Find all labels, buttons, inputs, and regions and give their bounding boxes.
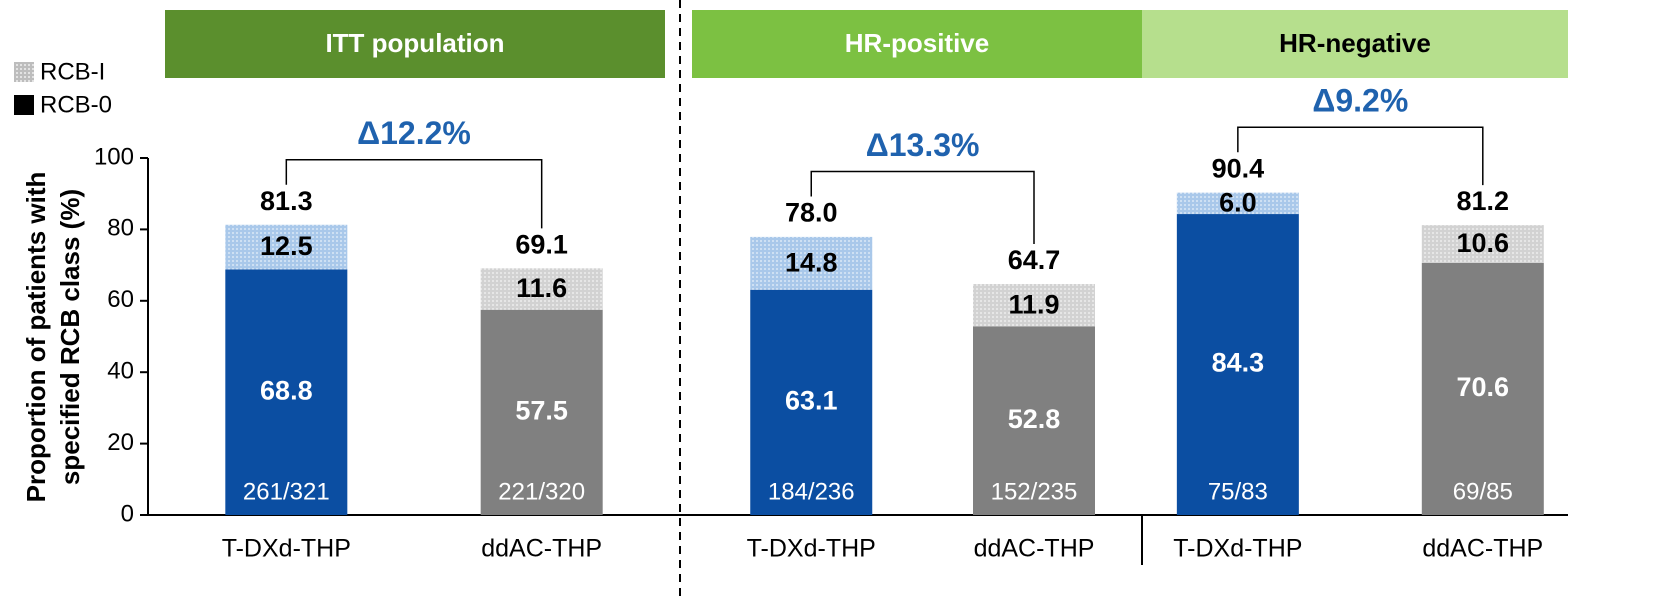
n-label: 221/320 bbox=[498, 478, 585, 505]
delta-label: Δ9.2% bbox=[1312, 83, 1408, 119]
bar-texture bbox=[225, 224, 348, 270]
total-label: 81.3 bbox=[260, 186, 313, 216]
delta-label: Δ13.3% bbox=[866, 127, 980, 163]
y-tick-label: 60 bbox=[107, 286, 134, 313]
n-label: 261/321 bbox=[243, 478, 330, 505]
n-label: 75/83 bbox=[1208, 478, 1268, 505]
x-tick-label: T-DXd-THP bbox=[1173, 535, 1302, 563]
y-tick-label: 40 bbox=[107, 358, 134, 385]
value-label: 52.8 bbox=[1008, 404, 1061, 434]
y-tick-label: 20 bbox=[107, 429, 134, 456]
value-label: 70.6 bbox=[1457, 372, 1510, 402]
panel-header bbox=[692, 10, 1142, 78]
y-tick-label: 80 bbox=[107, 215, 134, 242]
y-axis-label: specified RCB class (%) bbox=[55, 189, 85, 485]
panel-title: HR-negative bbox=[1279, 28, 1431, 58]
value-label: 11.6 bbox=[516, 273, 567, 303]
legend-swatch bbox=[14, 95, 34, 115]
total-label: 69.1 bbox=[515, 229, 568, 259]
bar-texture bbox=[973, 284, 1095, 327]
x-tick-label: T-DXd-THP bbox=[222, 535, 351, 563]
legend-label: RCB-I bbox=[40, 58, 105, 85]
n-label: 69/85 bbox=[1453, 478, 1513, 505]
value-label: 84.3 bbox=[1212, 348, 1265, 378]
value-label: 6.0 bbox=[1219, 187, 1257, 217]
bar-texture bbox=[1421, 225, 1544, 263]
x-tick-label: ddAC-THP bbox=[481, 535, 602, 563]
y-tick-label: 0 bbox=[121, 500, 134, 527]
value-label: 14.8 bbox=[785, 247, 838, 277]
y-tick-label: 100 bbox=[94, 143, 134, 170]
bar-rcb0 bbox=[480, 309, 603, 515]
bar-texture bbox=[1176, 192, 1299, 215]
value-label: 11.9 bbox=[1008, 289, 1059, 319]
total-label: 64.7 bbox=[1008, 245, 1061, 275]
bar-rcb0 bbox=[1176, 214, 1299, 515]
delta-bracket bbox=[1237, 126, 1484, 186]
value-label: 68.8 bbox=[260, 375, 313, 405]
x-tick-label: ddAC-THP bbox=[1422, 535, 1543, 563]
delta-bracket bbox=[810, 170, 1035, 245]
total-label: 81.2 bbox=[1457, 186, 1510, 216]
total-label: 90.4 bbox=[1212, 153, 1265, 183]
legend-swatch bbox=[14, 62, 34, 82]
n-label: 184/236 bbox=[768, 478, 855, 505]
x-tick-label: ddAC-THP bbox=[974, 535, 1095, 563]
panel-title: HR-positive bbox=[845, 28, 989, 58]
value-label: 63.1 bbox=[785, 385, 838, 415]
delta-bracket bbox=[285, 159, 543, 229]
bar-texture bbox=[480, 268, 603, 310]
value-label: 12.5 bbox=[260, 231, 313, 261]
panel-title: ITT population bbox=[325, 28, 504, 58]
bar-texture bbox=[750, 236, 873, 290]
panel-header bbox=[1142, 10, 1568, 78]
total-label: 78.0 bbox=[785, 198, 838, 228]
x-tick-label: T-DXd-THP bbox=[747, 535, 876, 563]
y-axis-label: Proportion of patients with bbox=[21, 172, 51, 503]
delta-label: Δ12.2% bbox=[357, 115, 471, 151]
value-label: 10.6 bbox=[1457, 228, 1510, 258]
n-label: 152/235 bbox=[991, 478, 1078, 505]
bar-rcb0 bbox=[750, 289, 873, 515]
panel-header bbox=[165, 10, 665, 78]
legend-label: RCB-0 bbox=[40, 91, 112, 118]
bar-rcb0 bbox=[225, 269, 348, 515]
bar-rcb0 bbox=[973, 326, 1095, 515]
bar-rcb0 bbox=[1421, 262, 1544, 515]
value-label: 57.5 bbox=[515, 395, 568, 425]
